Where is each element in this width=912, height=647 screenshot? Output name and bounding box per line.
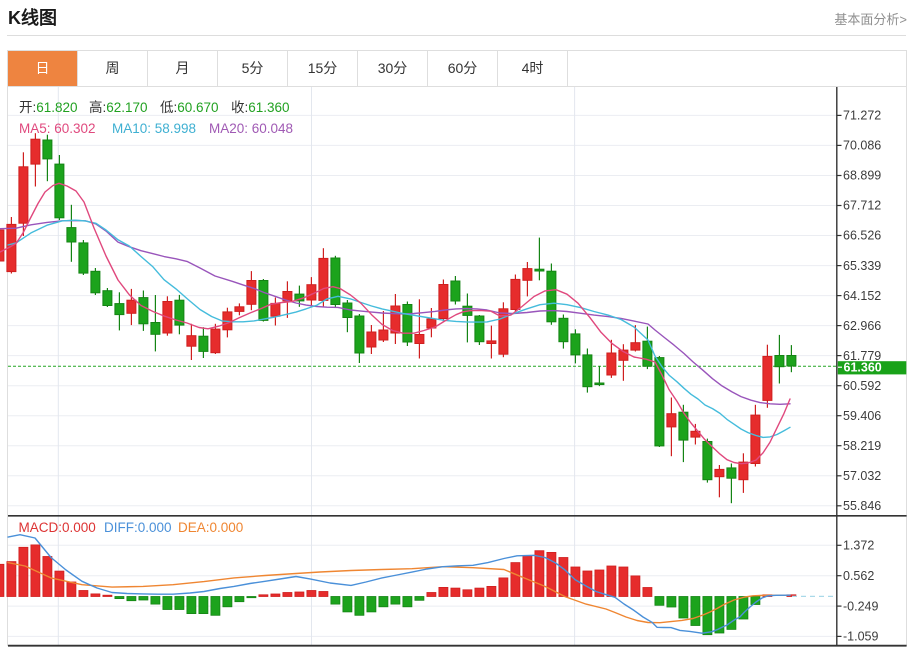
svg-text:70.086: 70.086	[843, 139, 881, 153]
svg-text:66.526: 66.526	[843, 229, 881, 243]
svg-text:59.406: 59.406	[843, 409, 881, 423]
svg-text:60.592: 60.592	[843, 379, 881, 393]
svg-text:0.562: 0.562	[843, 569, 874, 583]
svg-text:1.372: 1.372	[843, 539, 874, 553]
svg-text:61.779: 61.779	[843, 349, 881, 363]
svg-text:55.846: 55.846	[843, 499, 881, 513]
svg-text:-1.059: -1.059	[843, 630, 878, 644]
svg-text:67.712: 67.712	[843, 199, 881, 213]
svg-text:64.152: 64.152	[843, 289, 881, 303]
svg-text:58.219: 58.219	[843, 439, 881, 453]
svg-text:61.360: 61.360	[844, 361, 882, 375]
svg-text:65.339: 65.339	[843, 259, 881, 273]
svg-text:57.032: 57.032	[843, 469, 881, 483]
svg-text:68.899: 68.899	[843, 169, 881, 183]
svg-text:71.272: 71.272	[843, 109, 881, 123]
svg-text:62.966: 62.966	[843, 319, 881, 333]
svg-text:-0.249: -0.249	[843, 599, 878, 613]
